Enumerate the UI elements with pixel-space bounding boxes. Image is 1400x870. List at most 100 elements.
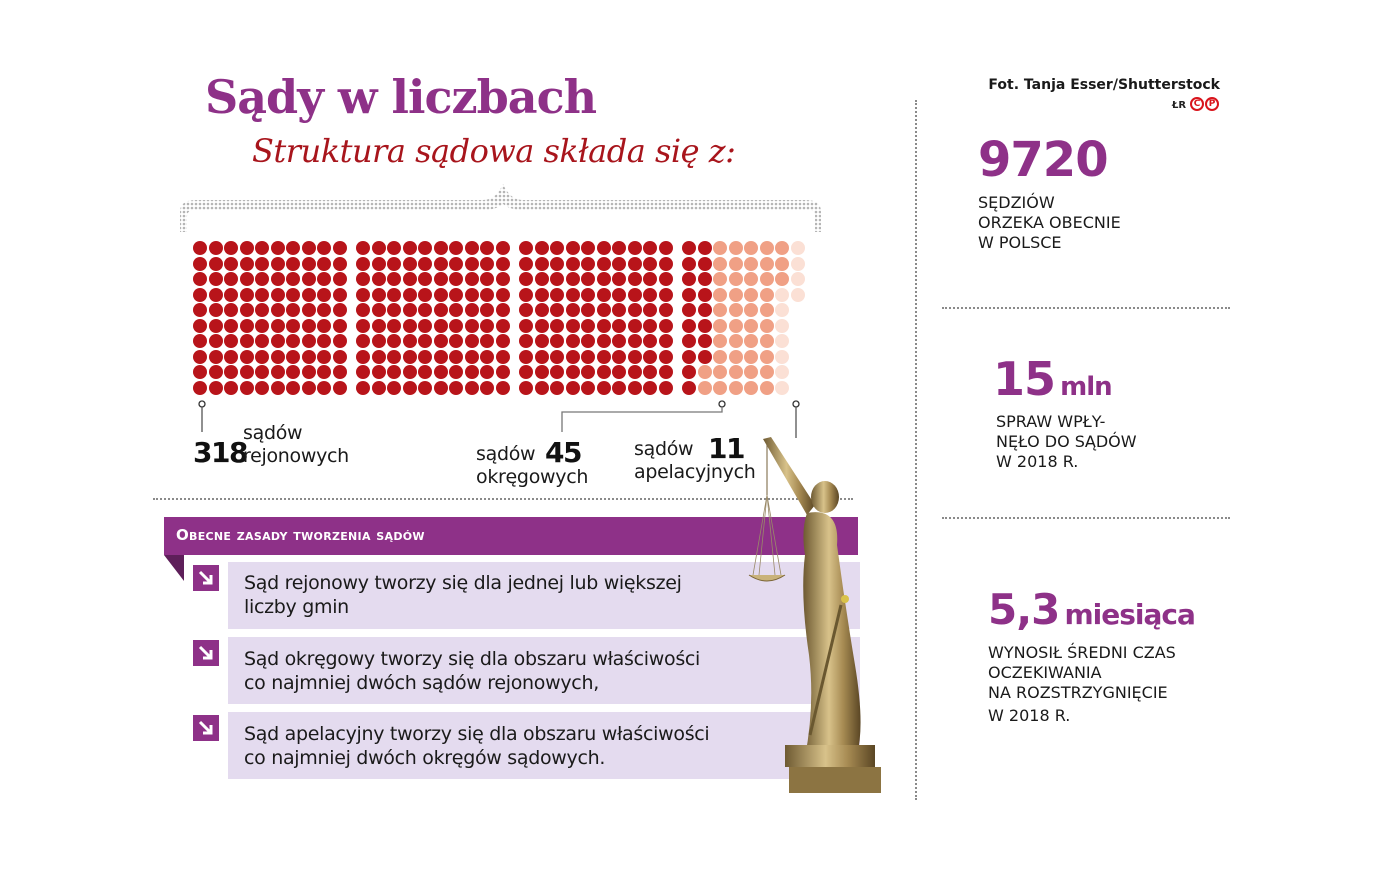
data-dot — [239, 380, 254, 395]
data-dot — [581, 334, 595, 348]
data-dot — [208, 287, 223, 302]
data-dot — [418, 287, 432, 302]
data-dot — [418, 380, 432, 395]
data-dot — [387, 272, 401, 286]
data-dot — [464, 334, 479, 348]
data-dot — [239, 334, 254, 348]
data-dot — [433, 349, 448, 364]
rule-1-line-1: Sąd rejonowy tworzy się dla jednej lub w… — [244, 572, 682, 594]
data-dot — [627, 256, 642, 271]
data-dot — [449, 334, 463, 348]
data-dot — [658, 256, 673, 271]
stat-cases-desc-1: Spraw wpły- — [996, 412, 1106, 431]
data-dot — [418, 303, 432, 317]
leader-lines — [198, 400, 800, 438]
data-dot — [402, 256, 417, 271]
data-dot — [534, 380, 549, 395]
rule-2-line-2: co najmniej dwóch sądów rejonowych, — [244, 672, 599, 694]
data-dot — [612, 256, 626, 271]
data-dot — [418, 349, 432, 364]
data-dot — [658, 272, 673, 286]
data-dot — [387, 380, 401, 395]
data-dot — [418, 256, 432, 271]
data-dot — [550, 365, 564, 379]
stat-wait-time: 5,3 miesiąca — [988, 585, 1196, 634]
data-dot — [356, 365, 370, 379]
data-dot — [270, 256, 285, 271]
data-dot — [317, 349, 331, 364]
data-dot — [643, 241, 657, 255]
data-dot — [332, 256, 347, 271]
data-dot — [565, 272, 580, 286]
data-dot — [371, 349, 386, 364]
data-dot — [728, 349, 743, 364]
data-dot — [775, 318, 789, 333]
data-dot — [713, 365, 727, 379]
rejonowe-label-1: sądów — [243, 422, 303, 444]
data-dot — [224, 241, 238, 255]
data-dot — [356, 241, 370, 255]
data-dot — [356, 256, 370, 271]
data-dot — [208, 303, 223, 317]
data-dot — [697, 287, 712, 302]
stat-judges-number: 9720 — [978, 132, 1109, 188]
data-dot — [402, 365, 417, 379]
data-dot — [480, 380, 494, 395]
data-dot — [744, 272, 758, 286]
data-dot — [534, 365, 549, 379]
data-dot — [519, 303, 533, 317]
data-dot — [433, 287, 448, 302]
data-dot — [402, 303, 417, 317]
data-dot — [255, 272, 269, 286]
data-dot — [550, 349, 564, 364]
data-dot — [713, 380, 727, 395]
data-dot — [534, 318, 549, 333]
data-dot — [697, 241, 712, 255]
data-dot — [759, 334, 774, 348]
data-dot — [775, 334, 789, 348]
data-dot — [682, 303, 696, 317]
data-dot — [270, 334, 285, 348]
data-dot — [449, 318, 463, 333]
data-dot — [193, 272, 207, 286]
data-dot — [418, 334, 432, 348]
data-dot — [728, 380, 743, 395]
data-dot — [596, 256, 611, 271]
data-dot — [255, 349, 269, 364]
data-dot — [317, 334, 331, 348]
data-dot — [728, 241, 743, 255]
data-dot — [775, 287, 789, 302]
data-dot — [224, 365, 238, 379]
data-dot — [643, 380, 657, 395]
stat-cases-desc-3: w 2018 r. — [996, 452, 1079, 471]
data-dot — [627, 380, 642, 395]
rule-item-2 — [228, 637, 860, 704]
data-dot — [208, 272, 223, 286]
apelacyjne-count: 11 — [708, 432, 745, 465]
data-dot — [332, 272, 347, 286]
data-dot — [239, 287, 254, 302]
data-dot — [697, 318, 712, 333]
data-dot — [565, 303, 580, 317]
data-dot — [565, 287, 580, 302]
data-dot — [270, 380, 285, 395]
data-dot — [286, 287, 300, 302]
data-dot — [790, 287, 805, 302]
data-dot — [433, 380, 448, 395]
okregowe-count: 45 — [545, 436, 582, 469]
data-dot — [402, 349, 417, 364]
data-dot — [402, 241, 417, 255]
arrow-down-right-icon — [193, 715, 219, 741]
data-dot — [658, 318, 673, 333]
stat-wait-desc-2: oczekiwania — [988, 663, 1102, 682]
stat-judges-desc-1: Sędziów — [978, 193, 1055, 212]
data-dot — [464, 256, 479, 271]
data-dot — [371, 241, 386, 255]
data-dot — [301, 318, 316, 333]
data-dot — [464, 272, 479, 286]
data-dot — [744, 365, 758, 379]
data-dot — [418, 241, 432, 255]
data-dot — [612, 349, 626, 364]
data-dot — [433, 241, 448, 255]
data-dot — [759, 287, 774, 302]
